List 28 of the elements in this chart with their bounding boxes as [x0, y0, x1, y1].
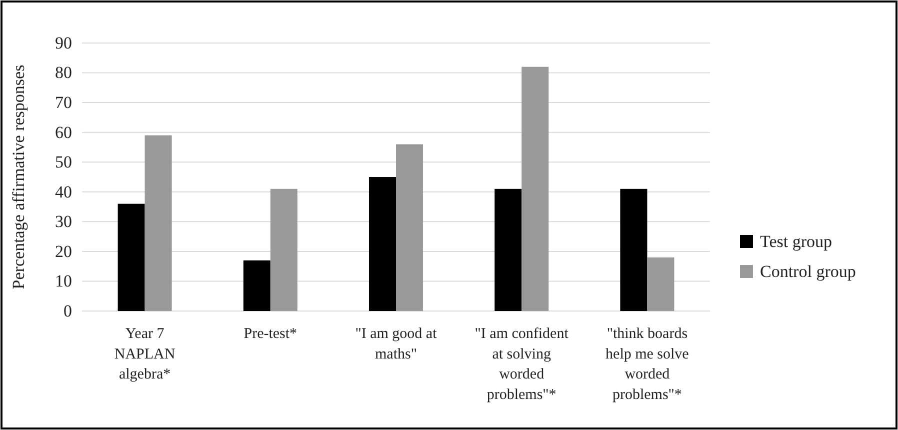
y-tick-label: 80 — [55, 63, 72, 82]
y-tick-label: 10 — [55, 272, 72, 291]
legend-label: Test group — [760, 232, 832, 251]
x-tick-label: Year 7 NAPLAN algebra* — [114, 326, 176, 382]
bar — [396, 144, 424, 311]
y-tick-label: 40 — [55, 182, 72, 202]
x-tick-label: "think boards help me solve worded problems"* — [606, 326, 690, 403]
bar — [243, 260, 270, 311]
x-tick-label: "I am confident at solving worded problems"* — [474, 326, 570, 403]
y-tick-label: 20 — [55, 242, 72, 261]
bar — [494, 188, 522, 311]
y-tick-label: 0 — [64, 301, 72, 320]
bar — [620, 188, 648, 311]
y-tick-label: 70 — [55, 92, 72, 112]
x-tick-label: Pre-test* — [244, 326, 298, 342]
y-axis-title: Percentage affirmative responses — [9, 64, 28, 290]
x-tick-label: "I am good at maths" — [355, 326, 438, 362]
legend-label: Control group — [760, 262, 856, 281]
bar — [647, 257, 674, 311]
y-tick-label: 30 — [55, 212, 72, 232]
bar — [368, 177, 396, 311]
bar — [118, 204, 145, 311]
bar — [144, 135, 172, 311]
y-tick-label: 90 — [55, 33, 72, 52]
bar — [270, 188, 298, 311]
bar — [522, 66, 549, 311]
y-tick-label: 50 — [55, 152, 72, 172]
y-tick-label: 60 — [55, 122, 72, 142]
